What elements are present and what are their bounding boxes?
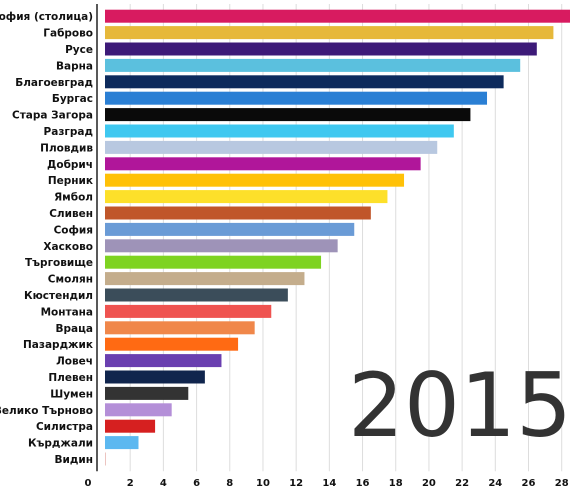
x-tick-labels: 0 2 4 6 8 10 12 14 16 18 20 22 24 26 28 xyxy=(85,478,569,489)
bar xyxy=(105,26,554,40)
category-label: Пловдив xyxy=(40,142,93,154)
bar xyxy=(105,91,488,105)
bar xyxy=(105,222,355,236)
category-label: Бургас xyxy=(52,93,93,105)
category-label: Благоевград xyxy=(15,77,93,89)
x-tick-label: 16 xyxy=(356,478,370,489)
category-label: София (столица) xyxy=(0,11,93,23)
bar xyxy=(105,190,388,204)
x-tick-label: 18 xyxy=(389,478,403,489)
bar xyxy=(105,9,570,23)
category-label: Ловеч xyxy=(56,356,93,368)
bars xyxy=(105,9,570,466)
category-label: Видин xyxy=(55,454,93,466)
category-label: Ямбол xyxy=(54,192,93,204)
year-label: 2015 xyxy=(348,354,572,457)
category-label: Кюстендил xyxy=(24,290,93,302)
bar xyxy=(105,108,471,122)
category-label: Пазарджик xyxy=(23,339,93,351)
x-tick-label: 8 xyxy=(226,478,233,489)
category-label: Стара Загора xyxy=(12,110,93,122)
bar xyxy=(105,354,222,368)
bar xyxy=(105,140,438,154)
bar xyxy=(105,75,504,89)
bar xyxy=(105,304,272,318)
category-label: Габрово xyxy=(43,28,93,40)
x-tick-label: 26 xyxy=(522,478,536,489)
x-tick-label: 22 xyxy=(455,478,469,489)
x-tick-label: 28 xyxy=(555,478,569,489)
bar xyxy=(105,337,239,351)
bar xyxy=(105,403,172,417)
category-label: Сливен xyxy=(49,208,93,220)
category-label: Варна xyxy=(56,60,93,72)
category-label: Велико Търново xyxy=(0,405,93,417)
category-label: Силистра xyxy=(36,421,93,433)
category-label: Перник xyxy=(48,175,93,187)
x-tick-label: 24 xyxy=(488,478,502,489)
bar xyxy=(105,419,156,433)
bar xyxy=(105,206,371,220)
x-tick-label: 10 xyxy=(256,478,270,489)
bar xyxy=(105,321,255,335)
category-label: Плевен xyxy=(48,372,93,384)
bar xyxy=(105,157,421,171)
x-tick-label: 6 xyxy=(193,478,200,489)
category-label: София xyxy=(54,224,93,236)
category-label: Търговище xyxy=(25,257,93,269)
category-label: Добрич xyxy=(47,159,93,171)
category-labels: София (столица) Габрово Русе Варна Благоевгр… xyxy=(0,11,93,466)
bar xyxy=(105,42,537,56)
bar xyxy=(105,58,521,72)
bar xyxy=(105,436,139,450)
x-tick-label: 2 xyxy=(127,478,134,489)
x-tick-label: 20 xyxy=(422,478,436,489)
bar xyxy=(105,239,338,253)
bar xyxy=(105,173,405,187)
category-label: Разград xyxy=(44,126,93,138)
bar xyxy=(105,255,322,269)
category-label: Враца xyxy=(56,323,93,335)
category-label: Хасково xyxy=(43,241,93,253)
category-label: Шумен xyxy=(50,388,93,400)
bar xyxy=(105,288,288,302)
category-label: Смолян xyxy=(48,274,93,286)
category-label: Монтана xyxy=(41,306,93,318)
x-tick-label: 12 xyxy=(289,478,303,489)
x-tick-label: 4 xyxy=(160,478,167,489)
x-tick-label: 14 xyxy=(322,478,336,489)
bar xyxy=(105,370,205,384)
bar xyxy=(105,124,454,138)
x-tick-label: 0 xyxy=(85,478,92,489)
bar xyxy=(105,272,305,286)
bar xyxy=(105,386,189,400)
category-label: Русе xyxy=(65,44,93,56)
category-label: Кърджали xyxy=(28,438,93,450)
